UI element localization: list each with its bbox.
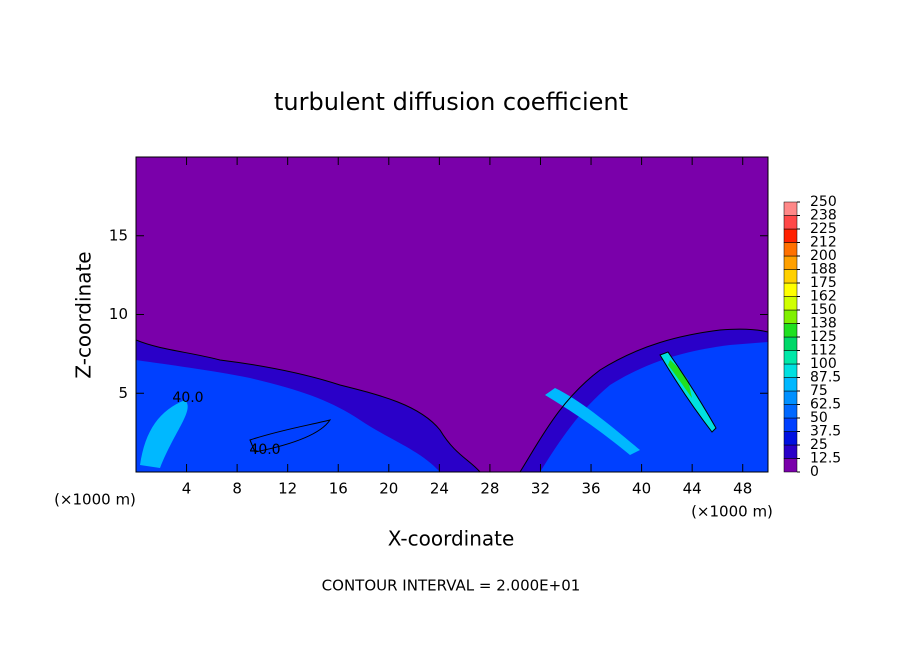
- x-tick-label: 12: [278, 480, 297, 498]
- colorbar-cell: [783, 296, 798, 311]
- chart-title: turbulent diffusion coefficient: [274, 88, 628, 116]
- colorbar-tick-label: 238: [810, 208, 837, 224]
- colorbar-cell: [783, 323, 798, 338]
- colorbar-tick-label: 150: [810, 302, 837, 318]
- y-tick-label: 5: [118, 384, 128, 402]
- colorbar-tick-label: 12.5: [810, 451, 841, 467]
- x-tick-label: 8: [232, 480, 242, 498]
- colorbar-cell: [783, 255, 798, 270]
- x-axis-label: X-coordinate: [388, 527, 515, 551]
- colorbar-cell: [783, 201, 798, 216]
- colorbar-cell: [783, 363, 798, 378]
- colorbar-cell: [783, 431, 798, 446]
- colorbar-tick-label: 100: [810, 356, 837, 372]
- colorbar-tick-label: 188: [810, 262, 837, 278]
- x-unit-label: (×1000 m): [691, 503, 773, 521]
- colorbar-cell: [783, 390, 798, 405]
- x-tick-label: 40: [632, 480, 651, 498]
- colorbar-cell: [783, 215, 798, 230]
- colorbar-cell: [783, 228, 798, 243]
- field-region: [140, 400, 188, 468]
- colorbar-cell: [783, 444, 798, 459]
- y-tick-label: 15: [109, 226, 128, 244]
- colorbar-tick-label: 50: [810, 410, 828, 426]
- colorbar-cell: [783, 458, 798, 473]
- contour-label: 40.0: [172, 390, 203, 406]
- colorbar-tick-label: 37.5: [810, 424, 841, 440]
- field-region: [136, 360, 440, 472]
- contour-line: [136, 339, 481, 472]
- colorbar-tick-label: 250: [810, 194, 837, 210]
- x-tick-label: 4: [182, 480, 192, 498]
- y-tick-label: 10: [109, 305, 128, 323]
- contour-label: 40.0: [249, 442, 280, 458]
- y-axis-label: Z-coordinate: [72, 251, 96, 378]
- colorbar-tick-label: 162: [810, 289, 837, 305]
- field: [136, 157, 768, 472]
- field-region: [545, 388, 640, 455]
- colorbar-cell: [783, 282, 798, 297]
- colorbar-tick-label: 75: [810, 383, 828, 399]
- colorbar-tick-label: 25: [810, 437, 828, 453]
- colorbar-cell: [783, 336, 798, 351]
- colorbar-cell: [783, 269, 798, 284]
- footnote: CONTOUR INTERVAL = 2.000E+01: [322, 577, 581, 595]
- x-tick-label: 24: [430, 480, 449, 498]
- colorbar-cell: [783, 417, 798, 432]
- x-tick-label: 44: [683, 480, 702, 498]
- colorbar-cell: [783, 377, 798, 392]
- x-tick-label: 32: [531, 480, 550, 498]
- colorbar-cell: [783, 404, 798, 419]
- contour-line: [249, 419, 332, 453]
- colorbar-tick-label: 212: [810, 235, 837, 251]
- field-region: [540, 342, 768, 472]
- contour-line: [519, 328, 768, 472]
- contour-line: [659, 351, 717, 433]
- x-tick-label: 48: [733, 480, 752, 498]
- colorbar-tick-label: 200: [810, 248, 837, 264]
- x-tick-label: 20: [379, 480, 398, 498]
- x-tick-label: 16: [329, 480, 348, 498]
- colorbar-cell: [783, 309, 798, 324]
- colorbar-tick-label: 138: [810, 316, 837, 332]
- colorbar-tick-label: 62.5: [810, 397, 841, 413]
- colorbar-tick-label: 0: [810, 464, 819, 480]
- colorbar-tick-label: 87.5: [810, 370, 841, 386]
- colorbar-cell: [783, 350, 798, 365]
- field-region: [668, 360, 692, 398]
- colorbar-tick-label: 225: [810, 221, 837, 237]
- x-tick-label: 28: [480, 480, 499, 498]
- colorbar-tick-label: 112: [810, 343, 837, 359]
- colorbar-cell: [783, 242, 798, 257]
- x-tick-label: 36: [581, 480, 600, 498]
- colorbar-tick-label: 175: [810, 275, 837, 291]
- x-unit-label: (×1000 m): [54, 491, 136, 509]
- colorbar-tick-label: 125: [810, 329, 837, 345]
